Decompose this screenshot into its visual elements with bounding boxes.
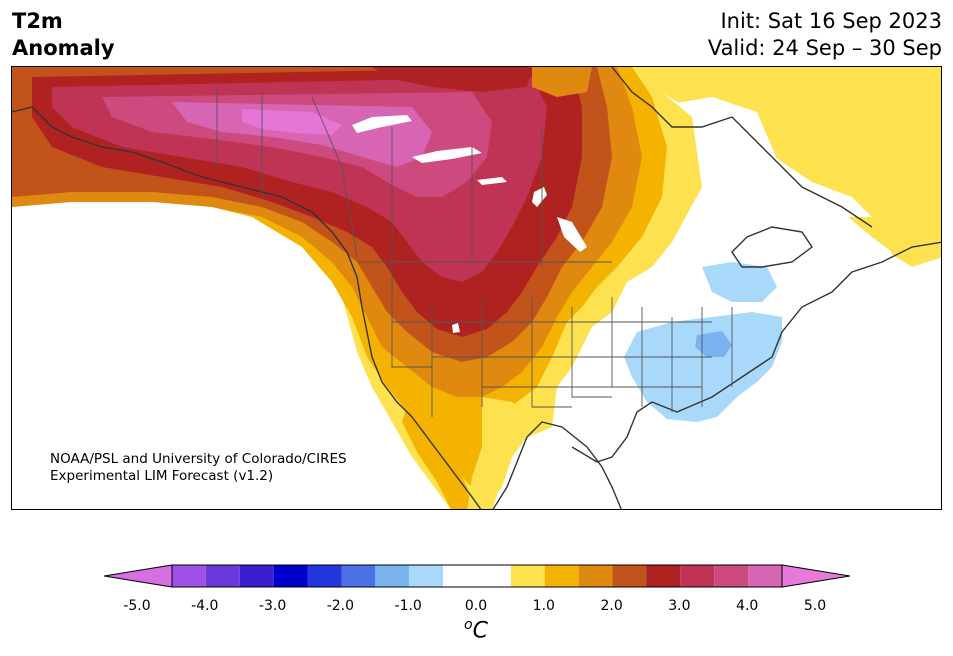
anomaly-zone-east-minus1c — [624, 312, 782, 422]
colorbar-cell — [375, 565, 410, 587]
colorbar-cell — [341, 565, 376, 587]
colorbar-cell — [307, 565, 342, 587]
anomaly-zone-west-4-5c — [172, 102, 432, 167]
colorbar-cell — [714, 565, 749, 587]
lake-winnipeg — [532, 187, 547, 207]
colorbar-cell — [544, 565, 579, 587]
colorbar-tick-label: -2.0 — [326, 598, 355, 614]
map-canvas — [12, 67, 941, 509]
colorbar-cell — [612, 565, 647, 587]
colorbar-extend-low — [104, 565, 172, 587]
colorbar-cell — [680, 565, 715, 587]
lake-athabasca — [412, 147, 482, 163]
colorbar-cell — [578, 565, 613, 587]
credit-line-1: NOAA/PSL and University of Colorado/CIRE… — [50, 451, 347, 467]
colorbar-tick-label: 2.0 — [600, 598, 623, 614]
lake-winnipegosis — [477, 177, 507, 185]
title-line-1: T2m — [12, 9, 63, 33]
colorbar-tick-label: 1.0 — [532, 598, 555, 614]
anomaly-zone-baja — [402, 407, 472, 509]
colorbar-tick-label: 5.0 — [803, 598, 827, 614]
coastlines — [12, 67, 941, 509]
colorbar — [104, 564, 850, 588]
valid-period: Valid: 24 Sep – 30 Sep — [707, 36, 942, 60]
anomaly-zone-arctic-islands — [372, 67, 532, 92]
unit-superscript: o — [464, 617, 473, 633]
title-line-2: Anomaly — [12, 36, 115, 60]
colorbar-tick-label: -4.0 — [191, 598, 219, 614]
colorbar-cell — [205, 565, 240, 587]
anomaly-zone-west-5c — [242, 109, 342, 135]
anomaly-zone-arctic-orange — [532, 67, 592, 97]
anomaly-map: NOAA/PSL and University of Colorado/CIRE… — [11, 66, 942, 510]
unit-base: C — [472, 618, 488, 644]
colorbar-tick-label: 3.0 — [668, 598, 691, 614]
map-credit: NOAA/PSL and University of Colorado/CIRE… — [50, 451, 347, 485]
colorbar-cell — [646, 565, 681, 587]
forecast-dates: Init: Sat 16 Sep 2023 Valid: 24 Sep – 30… — [708, 8, 942, 62]
colorbar-cell — [510, 565, 545, 587]
colorbar-cell — [239, 565, 274, 587]
colorbar-cell — [172, 565, 206, 587]
lake-winnipeg-south — [557, 217, 587, 252]
anomaly-zone-east-minus1-5c — [695, 331, 732, 357]
lake-great-slave — [352, 115, 412, 133]
colorbar-tick-label: 4.0 — [736, 598, 759, 614]
map-title: T2m Anomaly — [12, 8, 115, 62]
credit-line-2: Experimental LIM Forecast (v1.2) — [50, 468, 274, 484]
anomaly-zone-mexico-yellow — [467, 397, 532, 509]
colorbar-extend-high — [782, 565, 850, 587]
colorbar-cell — [273, 565, 308, 587]
colorbar-cell — [748, 565, 782, 587]
political-borders — [216, 87, 733, 417]
great-salt-lake — [452, 323, 460, 333]
colorbar-tick-label: -5.0 — [123, 598, 151, 614]
colorbar-cell — [443, 565, 511, 587]
colorbar-tick-label: -3.0 — [258, 598, 287, 614]
colorbar-tick-label: -1.0 — [394, 598, 422, 614]
init-date: Init: Sat 16 Sep 2023 — [720, 9, 942, 33]
colorbar-tick-label: 0.0 — [464, 598, 488, 614]
anomaly-zone-east-minus1c-north — [702, 262, 777, 302]
colorbar-cell — [409, 565, 444, 587]
colorbar-unit-label: oC — [464, 617, 488, 643]
